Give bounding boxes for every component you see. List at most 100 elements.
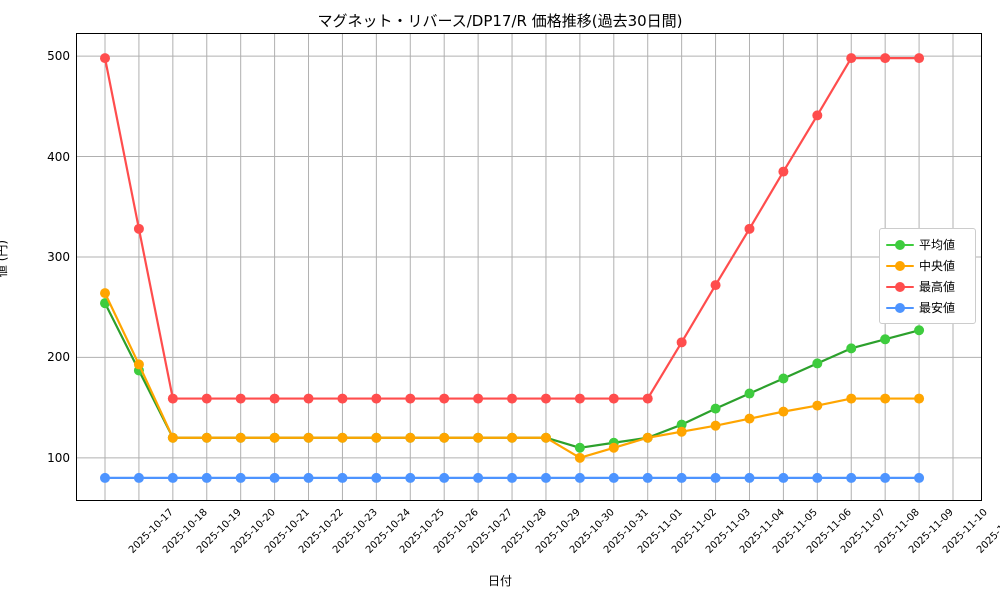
data-point [574, 452, 585, 463]
y-axis-label: 値 (円) [0, 239, 10, 277]
data-point [337, 393, 348, 404]
data-point [439, 472, 450, 483]
series-最安値 [100, 472, 925, 483]
x-axis-tick-labels: 2025-10-17 2025-10-18 2025-10-19 2025-10-20… [76, 501, 1000, 571]
y-tick-label: 100 [47, 450, 70, 465]
data-point [744, 223, 755, 234]
data-point [269, 472, 280, 483]
legend-label: 平均値 [919, 238, 956, 252]
data-point [507, 393, 518, 404]
data-point [201, 393, 212, 404]
data-point [846, 472, 857, 483]
data-point [608, 442, 619, 453]
data-point [710, 472, 721, 483]
data-point [812, 400, 823, 411]
data-point [303, 472, 314, 483]
data-point [744, 472, 755, 483]
data-point [778, 472, 789, 483]
data-point [880, 53, 891, 64]
data-point [914, 472, 925, 483]
data-point [167, 432, 178, 443]
legend-swatch-icon [886, 301, 914, 315]
data-point [880, 334, 891, 345]
legend-item-平均値[interactable]: 平均値 [886, 234, 969, 255]
data-point [812, 110, 823, 121]
data-point [676, 419, 687, 430]
series-中央値 [100, 288, 925, 463]
data-point [676, 337, 687, 348]
data-point [914, 325, 925, 336]
data-point [574, 442, 585, 453]
data-point [100, 288, 110, 299]
data-point [405, 472, 416, 483]
y-axis-tick-labels: 100 200 300 400 500 [0, 33, 70, 501]
chart-title: マグネット・リバース/DP17/R 価格推移(過去30日間) [317, 12, 683, 30]
data-point [812, 358, 823, 369]
data-point [710, 420, 721, 431]
data-point [269, 432, 280, 443]
data-point [676, 426, 687, 437]
data-point [371, 472, 382, 483]
data-point [473, 472, 484, 483]
data-point [269, 393, 280, 404]
data-point [880, 393, 891, 404]
data-point [371, 393, 382, 404]
data-point [608, 393, 619, 404]
data-point [846, 393, 857, 404]
data-point [914, 393, 925, 404]
data-point [540, 472, 551, 483]
legend-item-中央値[interactable]: 中央値 [886, 255, 969, 276]
data-point [133, 223, 144, 234]
data-point [303, 432, 314, 443]
data-point [405, 432, 416, 443]
data-point [473, 393, 484, 404]
legend-item-最安値[interactable]: 最安値 [886, 297, 969, 318]
legend-item-最高値[interactable]: 最高値 [886, 276, 969, 297]
series-最高値 [100, 53, 925, 404]
data-point [133, 359, 144, 370]
legend-label: 最安値 [919, 301, 956, 315]
data-point [337, 432, 348, 443]
data-series-layer [100, 53, 925, 483]
data-point [167, 472, 178, 483]
data-point [846, 343, 857, 354]
data-point [642, 472, 653, 483]
data-point [507, 472, 518, 483]
y-tick-label: 300 [47, 249, 70, 264]
data-point [540, 432, 551, 443]
plot-area [76, 33, 982, 501]
data-point [473, 432, 484, 443]
data-point [201, 432, 212, 443]
data-point [540, 393, 551, 404]
data-point [574, 393, 585, 404]
data-point [167, 393, 178, 404]
chart-canvas [77, 34, 981, 500]
legend-swatch-icon [886, 259, 914, 273]
data-point [235, 393, 246, 404]
data-point [100, 472, 110, 483]
data-point [133, 472, 144, 483]
data-point [439, 432, 450, 443]
y-tick-label: 400 [47, 149, 70, 164]
data-point [337, 472, 348, 483]
data-point [710, 403, 721, 414]
data-point [778, 406, 789, 417]
data-point [608, 472, 619, 483]
data-point [914, 53, 925, 64]
data-point [846, 53, 857, 64]
data-point [710, 280, 721, 291]
data-point [778, 373, 789, 384]
chart-legend: 平均値中央値最高値最安値 [879, 228, 976, 324]
data-point [642, 432, 653, 443]
gridlines [77, 34, 981, 500]
y-tick-label: 500 [47, 49, 70, 64]
legend-label: 最高値 [919, 280, 956, 294]
data-point [235, 472, 246, 483]
data-point [303, 393, 314, 404]
data-point [574, 472, 585, 483]
data-point [642, 393, 653, 404]
data-point [405, 393, 416, 404]
data-point [371, 432, 382, 443]
data-point [439, 393, 450, 404]
